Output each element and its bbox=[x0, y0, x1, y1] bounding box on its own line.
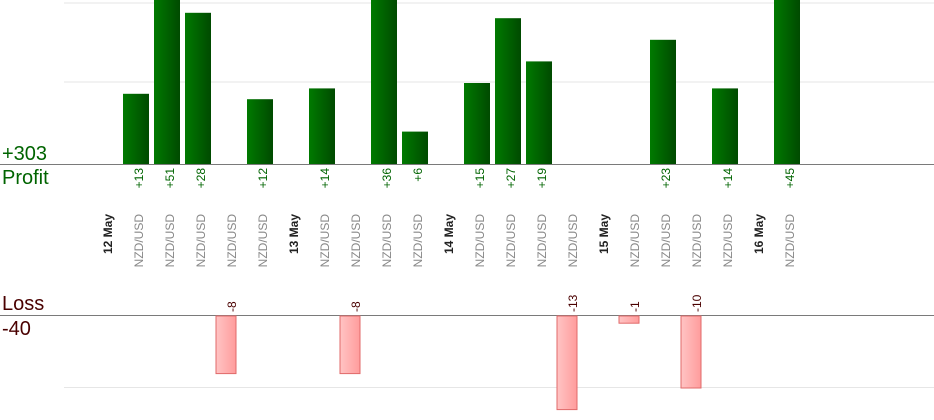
profit-bar bbox=[495, 18, 521, 165]
profit-bar bbox=[371, 0, 397, 164]
pair-label: NZD/USD bbox=[349, 214, 363, 268]
pair-label: NZD/USD bbox=[628, 214, 642, 268]
pair-label: NZD/USD bbox=[225, 214, 239, 268]
pair-label: NZD/USD bbox=[473, 214, 487, 268]
loss-total: -40 bbox=[2, 318, 31, 340]
profit-value-label: +12 bbox=[256, 168, 270, 189]
pair-label: NZD/USD bbox=[163, 214, 177, 268]
date-label: 12 May bbox=[101, 214, 115, 254]
loss-value-label: -10 bbox=[690, 294, 704, 312]
loss-bar bbox=[556, 315, 578, 411]
labels: 12 May NZD/USD +13 NZD/USD +51 NZD/USD +28 NZD/… bbox=[101, 168, 797, 312]
loss-value-label: -13 bbox=[566, 294, 580, 312]
date-label: 16 May bbox=[752, 214, 766, 254]
pair-label: NZD/USD bbox=[659, 214, 673, 268]
pair-label: NZD/USD bbox=[318, 214, 332, 268]
profit-value-label: +15 bbox=[473, 168, 487, 189]
profit-bar bbox=[526, 61, 552, 164]
loss-bar bbox=[618, 315, 640, 324]
date-label: 13 May bbox=[287, 214, 301, 254]
loss-bar bbox=[339, 315, 361, 375]
profit-total: +303 bbox=[2, 143, 48, 165]
loss-value-label: -8 bbox=[225, 301, 239, 312]
pair-label: NZD/USD bbox=[535, 214, 549, 268]
profit-value-label: +27 bbox=[504, 168, 518, 189]
profit-value-label: +13 bbox=[132, 168, 146, 189]
date-label: 14 May bbox=[442, 214, 456, 254]
loss-label: Loss bbox=[2, 293, 45, 315]
profit-bar bbox=[464, 83, 490, 164]
date-label: 15 May bbox=[597, 214, 611, 254]
pair-label: NZD/USD bbox=[690, 214, 704, 268]
pair-label: NZD/USD bbox=[380, 214, 394, 268]
loss-bar bbox=[680, 315, 702, 389]
profit-value-label: +19 bbox=[535, 168, 549, 189]
profit-value-label: +14 bbox=[318, 168, 332, 189]
profit-label: Profit bbox=[2, 167, 49, 189]
loss-value-label: -8 bbox=[349, 301, 363, 312]
pair-label: NZD/USD bbox=[194, 214, 208, 268]
profit-bar bbox=[123, 93, 149, 164]
profit-bar bbox=[650, 39, 676, 164]
profit-bar bbox=[774, 0, 800, 164]
profit-value-label: +51 bbox=[163, 168, 177, 189]
profit-value-label: +14 bbox=[721, 168, 735, 189]
pair-label: NZD/USD bbox=[721, 214, 735, 268]
profit-value-label: +45 bbox=[783, 168, 797, 189]
profit-value-label: +6 bbox=[411, 168, 425, 182]
loss-bar bbox=[215, 315, 237, 375]
loss-value-label: -1 bbox=[628, 301, 642, 312]
pair-label: NZD/USD bbox=[411, 214, 425, 268]
profit-value-label: +28 bbox=[194, 168, 208, 189]
profit-value-label: +23 bbox=[659, 168, 673, 189]
profit-bar bbox=[154, 0, 180, 164]
profit-value-label: +36 bbox=[380, 168, 394, 189]
pair-label: NZD/USD bbox=[504, 214, 518, 268]
profit-bar bbox=[712, 88, 738, 164]
pair-label: NZD/USD bbox=[566, 214, 580, 268]
profit-bar bbox=[309, 88, 335, 164]
profit-bar bbox=[185, 12, 211, 164]
profit-bar bbox=[402, 131, 428, 164]
pair-label: NZD/USD bbox=[132, 214, 146, 268]
bars bbox=[123, 0, 800, 411]
pair-label: NZD/USD bbox=[783, 214, 797, 268]
profit-bar bbox=[247, 99, 273, 164]
pair-label: NZD/USD bbox=[256, 214, 270, 268]
